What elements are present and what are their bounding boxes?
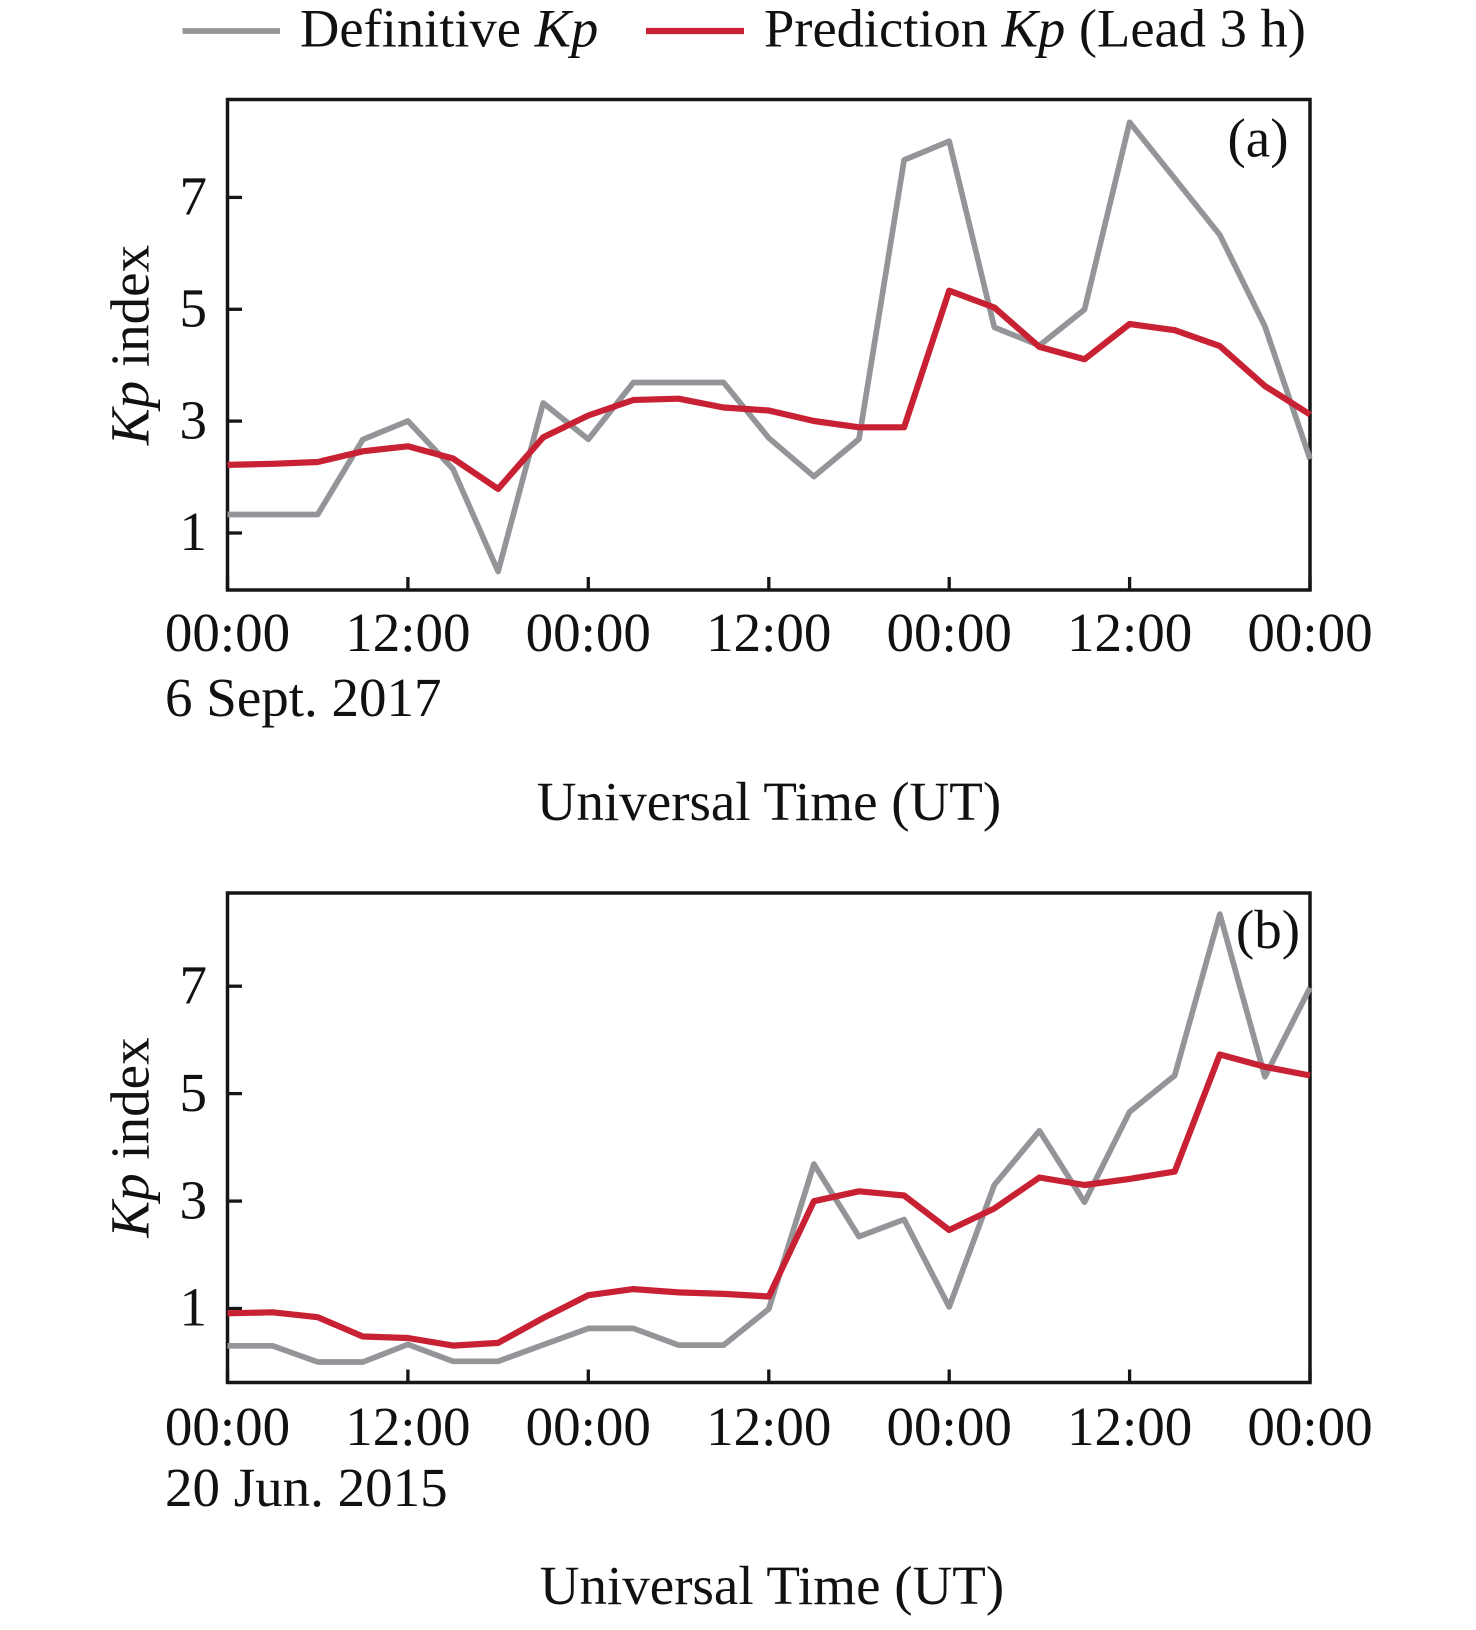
svg-text:6 Sept. 2017: 6 Sept. 2017 xyxy=(165,667,442,728)
svg-text:5: 5 xyxy=(180,278,208,339)
svg-text:12:00: 12:00 xyxy=(706,602,831,663)
svg-text:12:00: 12:00 xyxy=(706,1396,831,1457)
svg-text:12:00: 12:00 xyxy=(345,602,470,663)
svg-text:Universal Time (UT): Universal Time (UT) xyxy=(540,1555,1004,1616)
svg-text:00:00: 00:00 xyxy=(165,602,290,663)
svg-text:00:00: 00:00 xyxy=(1247,1396,1372,1457)
svg-text:(a): (a) xyxy=(1227,108,1288,169)
svg-text:5: 5 xyxy=(180,1062,208,1123)
svg-text:Universal Time (UT): Universal Time (UT) xyxy=(537,771,1001,832)
svg-text:00:00: 00:00 xyxy=(1247,602,1372,663)
svg-text:7: 7 xyxy=(180,954,208,1015)
svg-text:3: 3 xyxy=(180,389,208,450)
svg-text:12:00: 12:00 xyxy=(1067,1396,1192,1457)
svg-text:1: 1 xyxy=(180,501,208,562)
svg-text:00:00: 00:00 xyxy=(887,1396,1012,1457)
svg-text:12:00: 12:00 xyxy=(1067,602,1192,663)
svg-text:20 Jun. 2015: 20 Jun. 2015 xyxy=(165,1457,448,1518)
svg-text:(b): (b) xyxy=(1236,899,1300,960)
svg-text:3: 3 xyxy=(180,1169,208,1230)
svg-text:12:00: 12:00 xyxy=(345,1396,470,1457)
svg-text:Definitive Kp: Definitive Kp xyxy=(300,0,598,59)
svg-text:Prediction Kp (Lead 3 h): Prediction Kp (Lead 3 h) xyxy=(764,0,1306,59)
svg-text:00:00: 00:00 xyxy=(526,1396,651,1457)
svg-text:00:00: 00:00 xyxy=(526,602,651,663)
svg-text:00:00: 00:00 xyxy=(887,602,1012,663)
svg-text:Kp index: Kp index xyxy=(100,245,161,446)
svg-text:Kp index: Kp index xyxy=(100,1037,161,1238)
svg-text:7: 7 xyxy=(180,166,208,227)
svg-text:1: 1 xyxy=(180,1277,208,1338)
svg-text:00:00: 00:00 xyxy=(165,1396,290,1457)
